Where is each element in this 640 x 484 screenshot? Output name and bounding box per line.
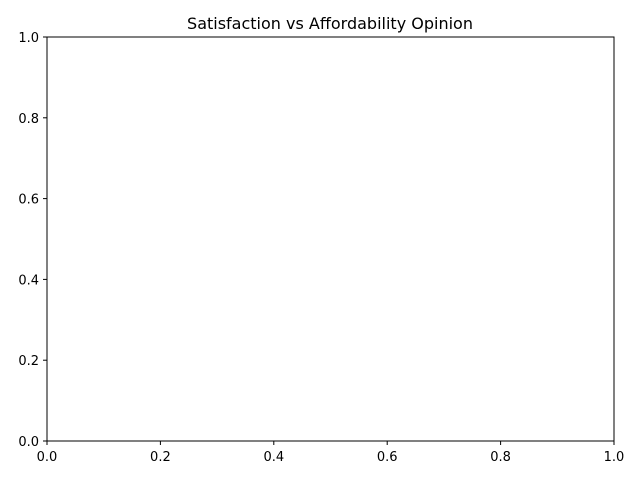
x-tick-label: 0.8 (490, 450, 511, 465)
y-tick-label: 0.6 (18, 193, 39, 208)
x-tick-label: 0.2 (150, 450, 171, 465)
y-axis: 0.0 0.2 0.4 0.6 0.8 1.0 (18, 31, 47, 450)
plot-area (46, 36, 615, 442)
chart-title: Satisfaction vs Affordability Opinion (187, 14, 473, 33)
y-tick-label: 0.0 (18, 435, 39, 450)
y-tick-label: 0.8 (18, 112, 39, 127)
x-tick-label: 1.0 (604, 450, 625, 465)
x-tick-label: 0.6 (377, 450, 398, 465)
y-tick-label: 0.2 (18, 354, 39, 369)
x-tick-label: 0.4 (263, 450, 284, 465)
x-axis: 0.0 0.2 0.4 0.6 0.8 1.0 (37, 441, 625, 465)
x-tick-label: 0.0 (37, 450, 58, 465)
y-tick-label: 0.4 (18, 273, 39, 288)
y-tick-label: 1.0 (18, 31, 39, 46)
